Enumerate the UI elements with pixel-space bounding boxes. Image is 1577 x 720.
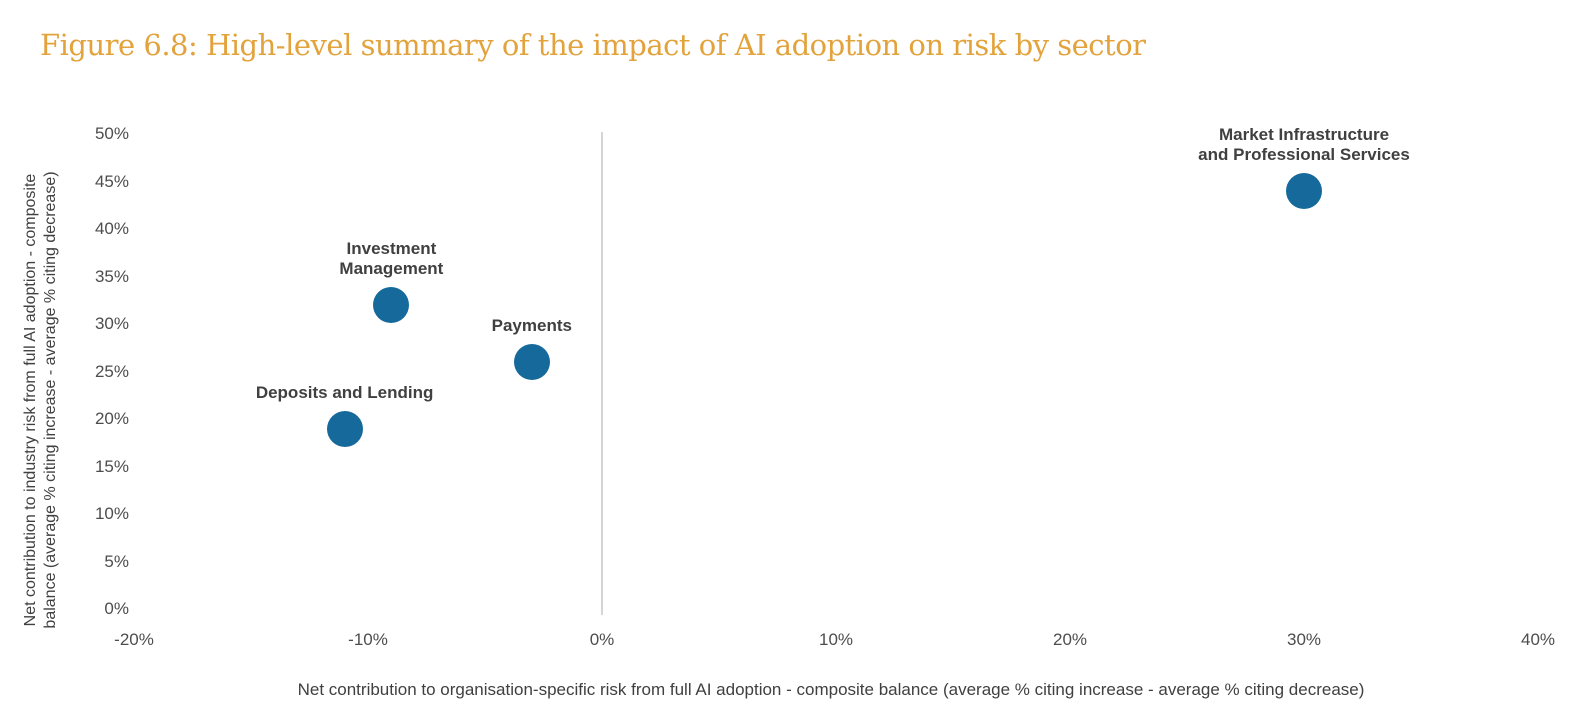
y-axis-label-line-1: Net contribution to industry risk from f… <box>22 173 39 627</box>
scatter-point-label-line: Management <box>339 259 444 278</box>
scatter-point-label: Market Infrastructure and Professional Se… <box>1124 125 1484 165</box>
x-tick-label: 10% <box>818 630 854 649</box>
y-axis-label: Net contribution to industry risk from f… <box>21 100 61 700</box>
x-axis-label: Net contribution to organisation-specifi… <box>297 680 1365 699</box>
scatter-point <box>513 344 550 380</box>
scatter-point-label-line: and Professional Services <box>1198 145 1410 164</box>
x-tick-label: -10% <box>348 630 388 649</box>
y-tick-label: 45% <box>94 171 129 191</box>
y-tick-label: 25% <box>94 361 129 381</box>
figure-title: Figure 6.8: High-level summary of the im… <box>40 28 1146 62</box>
x-tick-label: 40% <box>1520 630 1556 649</box>
x-tick-label: 20% <box>1052 630 1088 649</box>
y-tick-label: 35% <box>94 266 129 286</box>
y-tick-label: 30% <box>94 314 129 333</box>
scatter-point-label-line: Market Infrastructure <box>1218 125 1390 144</box>
y-tick-label: 50% <box>94 124 129 143</box>
zero-axis-line <box>601 132 603 615</box>
x-tick-label: 30% <box>1286 630 1322 649</box>
scatter-point <box>1286 173 1322 209</box>
y-tick-label: 10% <box>94 504 129 523</box>
y-tick-label: 40% <box>94 219 129 238</box>
y-tick-label: 20% <box>94 409 129 428</box>
scatter-point <box>326 410 363 447</box>
x-tick-label: 0% <box>589 630 615 649</box>
y-tick-label: 5% <box>104 551 129 571</box>
scatter-point-label-line: Investment <box>346 239 437 258</box>
x-tick-label: -20% <box>114 630 154 649</box>
scatter-point-label: Investment Management <box>211 239 571 279</box>
y-tick-label: 0% <box>104 599 129 618</box>
scatter-point-label-line: Deposits and Lending <box>255 382 434 402</box>
scatter-point-label: Deposits and Lending <box>165 383 525 403</box>
scatter-point-label: Payments <box>352 316 712 336</box>
scatter-point-label-line: Payments <box>491 316 572 335</box>
y-tick-label: 15% <box>94 456 129 476</box>
scatter-point <box>373 287 410 323</box>
